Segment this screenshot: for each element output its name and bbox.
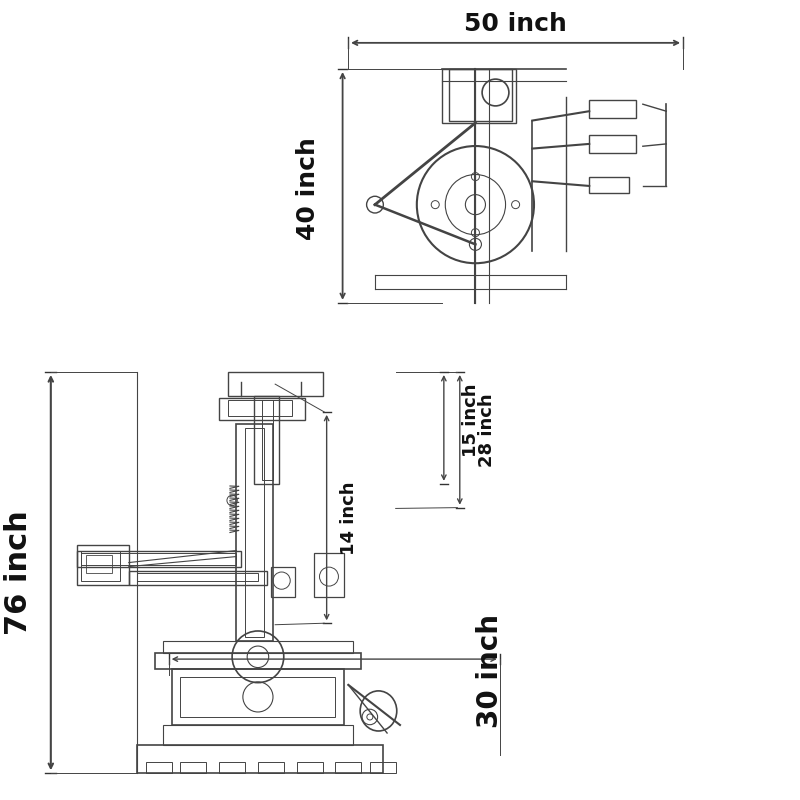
Text: 15 inch: 15 inch xyxy=(462,383,480,457)
Bar xyxy=(449,69,512,121)
Bar xyxy=(590,99,636,118)
Bar xyxy=(77,550,241,566)
Bar xyxy=(82,550,120,581)
Text: 76 inch: 76 inch xyxy=(5,510,34,635)
Bar xyxy=(258,762,284,773)
Bar xyxy=(237,424,273,641)
Text: 28 inch: 28 inch xyxy=(478,394,496,467)
Text: 14 inch: 14 inch xyxy=(340,482,358,554)
Bar xyxy=(442,69,515,123)
Bar xyxy=(154,653,362,669)
Bar xyxy=(262,400,273,480)
Bar xyxy=(271,566,294,597)
Text: 30 inch: 30 inch xyxy=(476,614,504,728)
Bar xyxy=(129,570,266,585)
Bar xyxy=(219,398,306,420)
Bar xyxy=(370,762,396,773)
Text: 40 inch: 40 inch xyxy=(296,138,320,240)
Bar xyxy=(86,554,111,573)
Bar xyxy=(181,762,206,773)
Bar xyxy=(590,177,630,193)
Text: 50 inch: 50 inch xyxy=(464,12,567,36)
Bar xyxy=(181,677,335,717)
Bar xyxy=(228,372,322,396)
Bar xyxy=(254,396,279,484)
Bar xyxy=(172,669,344,725)
Bar xyxy=(245,428,264,637)
Bar xyxy=(163,641,353,653)
Bar xyxy=(163,725,353,745)
Bar xyxy=(590,134,636,154)
Bar xyxy=(82,553,237,565)
Bar xyxy=(138,745,382,773)
Bar xyxy=(219,762,245,773)
Bar xyxy=(335,762,362,773)
Bar xyxy=(228,400,292,416)
Bar xyxy=(146,762,172,773)
Bar xyxy=(314,553,344,597)
Bar xyxy=(138,573,258,581)
Bar xyxy=(77,545,129,585)
Bar xyxy=(297,762,322,773)
